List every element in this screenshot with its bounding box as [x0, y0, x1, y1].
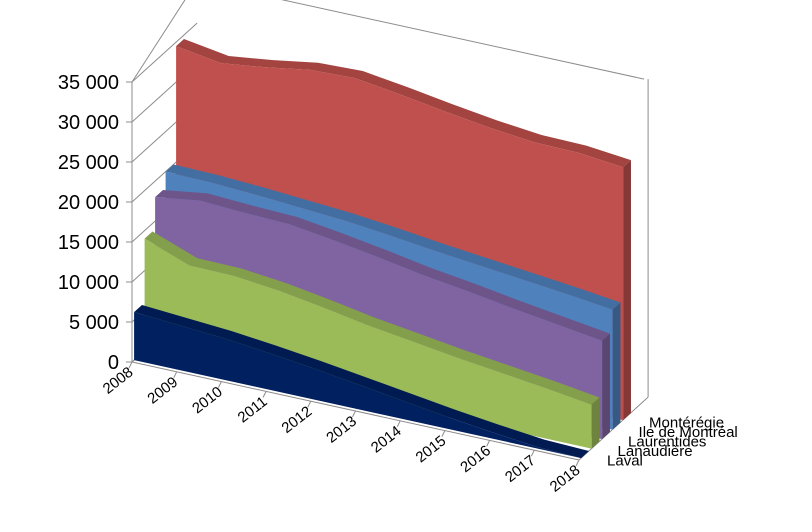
x-tick-mark	[262, 391, 267, 398]
series-end-cap	[602, 333, 610, 440]
series-axis-label: Laval	[607, 453, 643, 470]
series-end-cap	[612, 302, 621, 430]
y-tick-label: 5 000	[69, 312, 119, 334]
x-tick-mark	[396, 420, 401, 428]
x-tick-mark	[217, 381, 222, 388]
x-tick-label: 2018	[547, 462, 584, 496]
series-end-cap	[591, 397, 600, 449]
series-top-surface	[176, 38, 631, 168]
chart-series	[134, 38, 631, 459]
back-wall-top-edge	[280, 0, 645, 80]
y-tick-label: 20 000	[58, 192, 119, 214]
x-tick-label: 2015	[413, 432, 450, 466]
x-tick-mark	[530, 449, 535, 457]
y-tick-label: 10 000	[58, 272, 119, 294]
series-top-surface	[134, 304, 589, 459]
series-area	[144, 238, 592, 449]
series-4	[144, 231, 600, 449]
x-tick-mark	[173, 371, 178, 379]
y-tick-label: 15 000	[58, 232, 119, 254]
series-top-surface	[155, 189, 610, 341]
x-tick-mark	[307, 400, 312, 408]
x-tick-label: 2017	[502, 452, 539, 486]
x-tick-label: 2011	[235, 393, 271, 426]
y-tick-label: 30 000	[58, 112, 119, 134]
series-top-surface	[144, 231, 600, 405]
side-gridline	[131, 22, 198, 83]
series-area	[134, 312, 582, 459]
series-axis-label: Montérégie	[649, 415, 724, 432]
series-top-surface	[165, 164, 621, 310]
y-tick-label: 0	[108, 352, 119, 374]
x-tick-label: 2010	[189, 383, 226, 417]
y-axis: 0 5 000 10 000 15 000 20 000 25 000 30 000 35 0…	[58, 72, 132, 374]
x-tick-label: 2009	[144, 374, 181, 408]
x-tick-label: 2014	[368, 423, 405, 457]
x-tick-mark	[128, 361, 133, 369]
series-axis-label: Ile de Montréal	[639, 424, 738, 441]
x-tick-label: 2016	[457, 442, 494, 476]
x-tick-mark	[486, 440, 491, 447]
series-end-cap	[623, 160, 631, 421]
series-axis-label: Lanaudière	[618, 443, 693, 460]
x-tick-label: 2013	[323, 413, 360, 447]
series-5	[134, 304, 589, 459]
side-wall-top-edge	[131, 0, 186, 83]
y-tick-label: 25 000	[58, 152, 119, 174]
x-tick-mark	[352, 410, 356, 418]
series-axis-label: Laurentides	[628, 434, 706, 451]
y-tick-label: 35 000	[58, 72, 119, 94]
x-tick-mark	[575, 459, 580, 467]
x-tick-mark	[441, 430, 446, 437]
x-tick-label: 2008	[100, 364, 137, 398]
x-tick-label: 2012	[278, 403, 315, 437]
